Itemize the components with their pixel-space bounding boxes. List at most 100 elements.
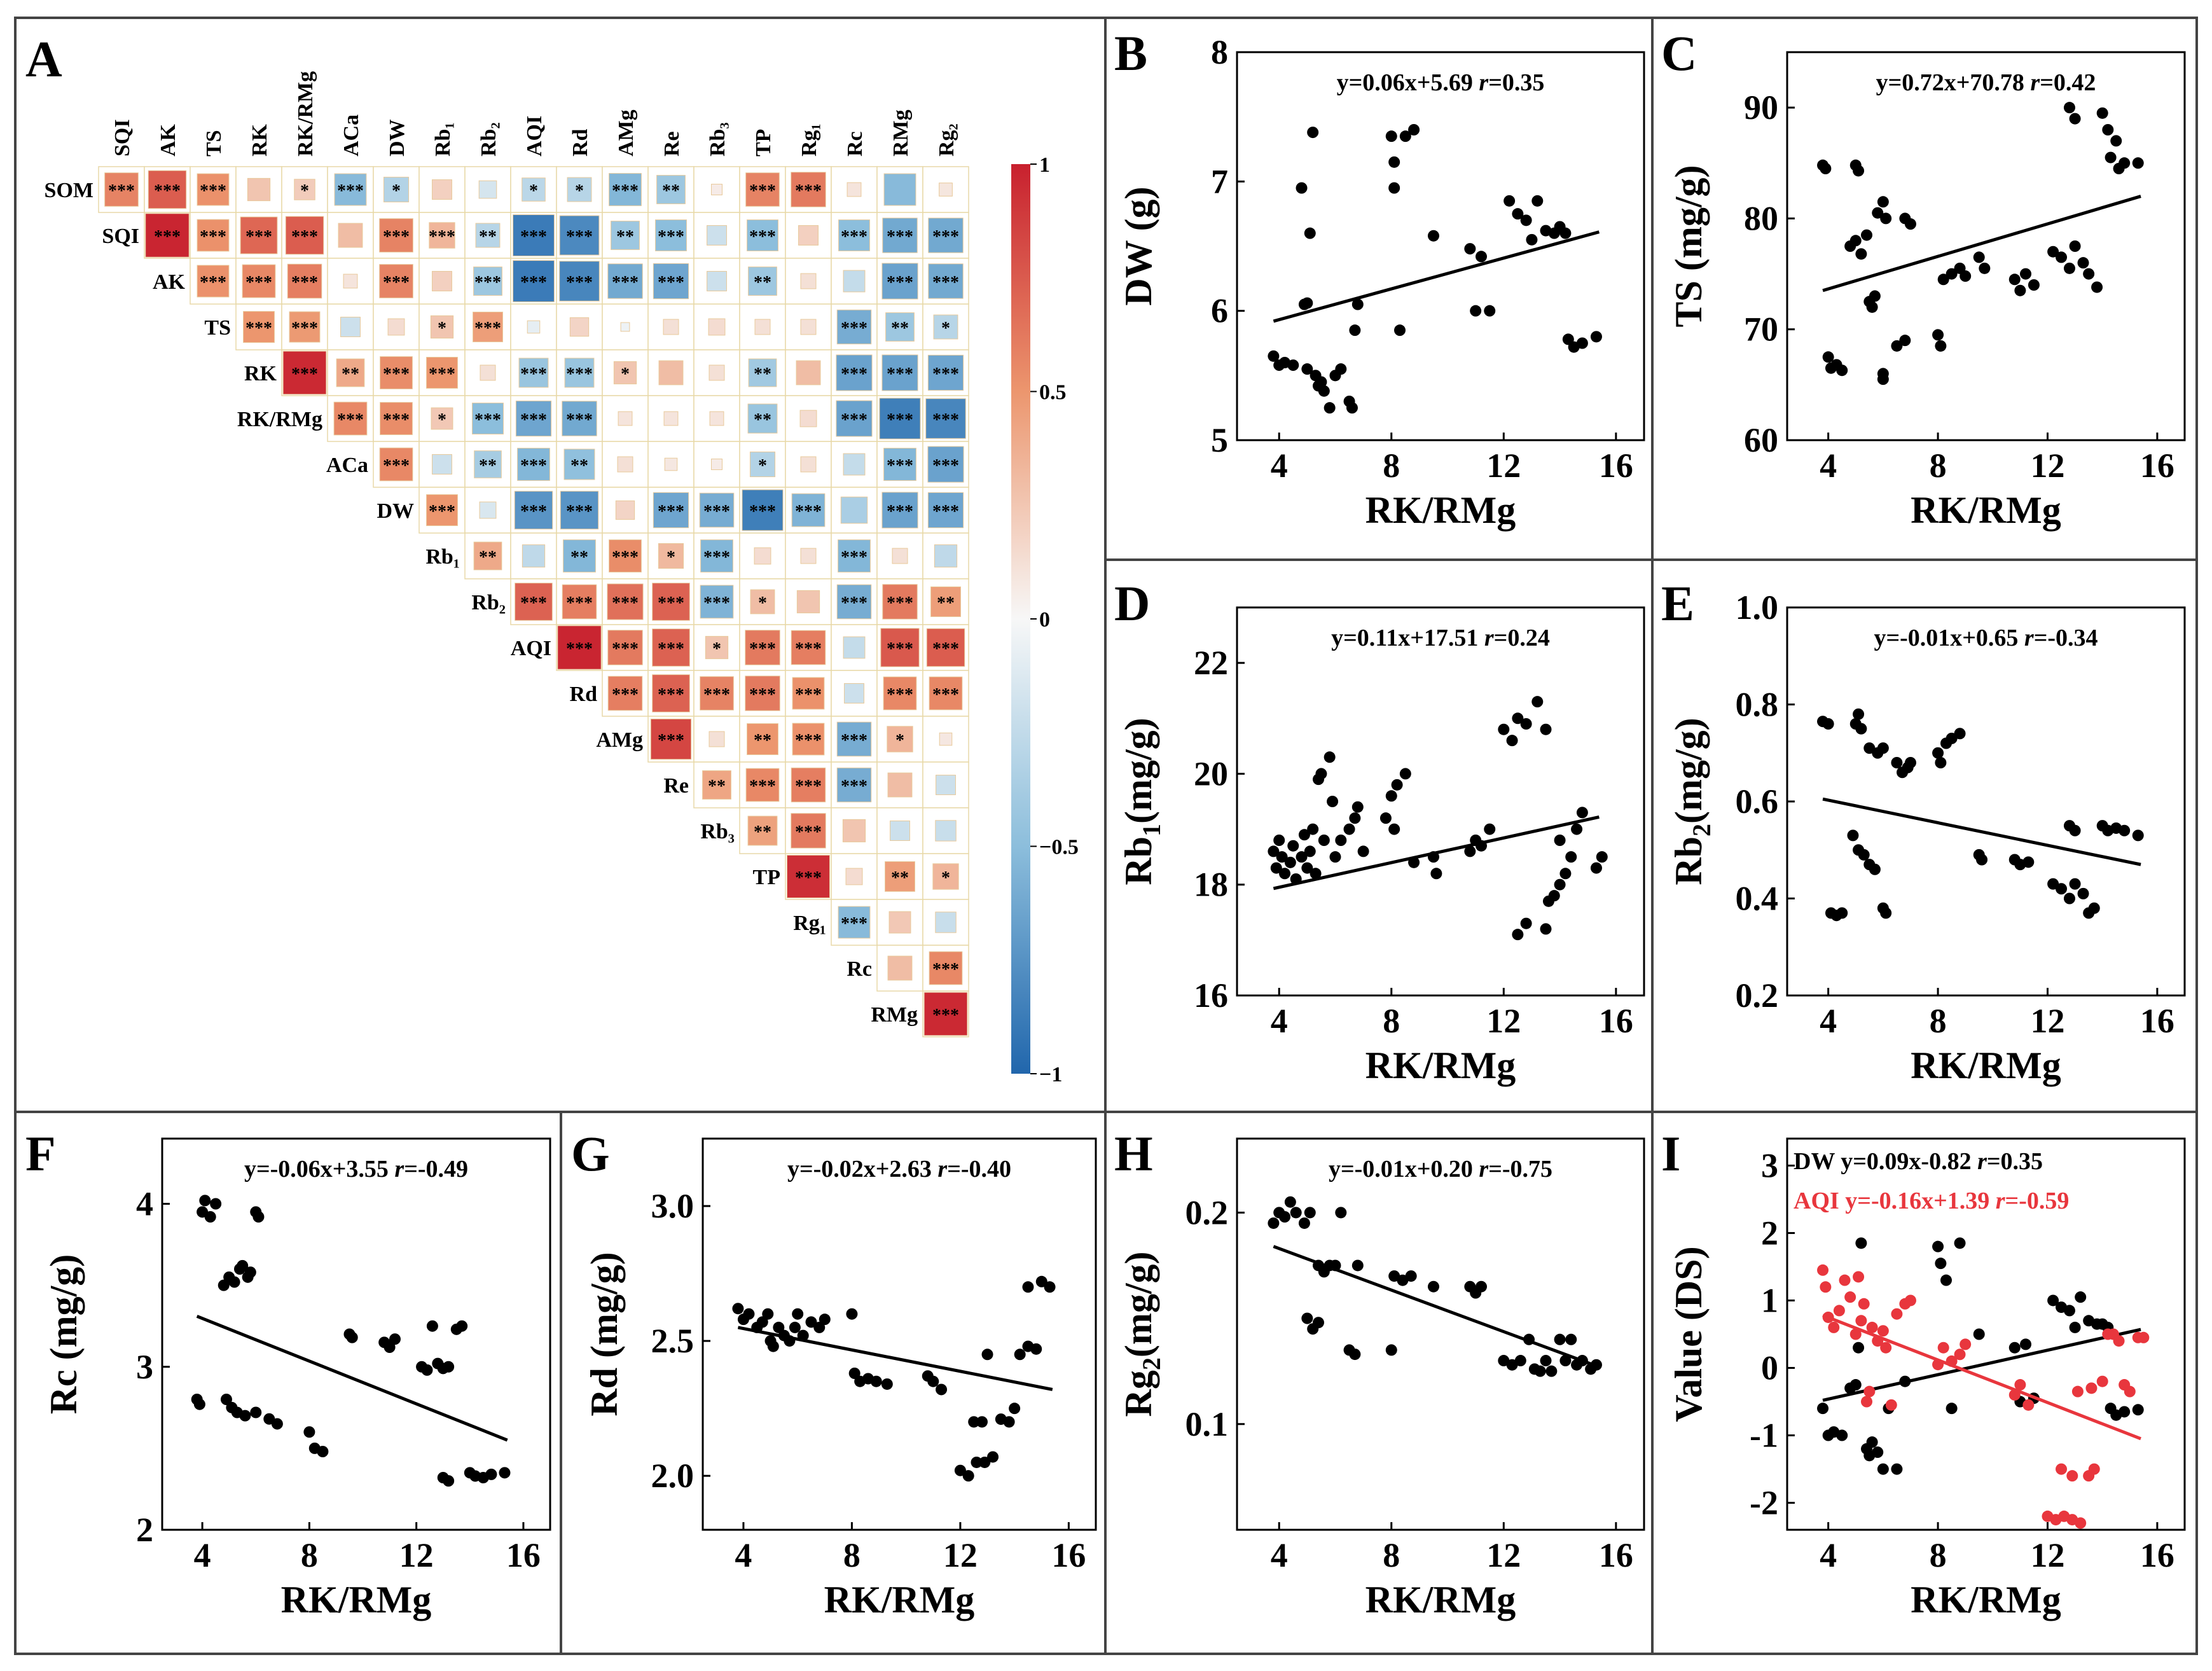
significance-label: *** <box>474 273 501 293</box>
data-point <box>1885 1399 1897 1411</box>
heatmap-cell <box>472 403 504 434</box>
data-point <box>1296 851 1308 863</box>
data-point <box>2132 157 2144 169</box>
significance-label: *** <box>887 273 913 293</box>
data-point <box>2056 251 2068 263</box>
significance-label: *** <box>703 548 730 567</box>
x-tick-label: 16 <box>2140 447 2174 485</box>
data-point <box>1861 1396 1872 1408</box>
heatmap-cell <box>711 184 722 195</box>
heatmap-cell <box>840 496 868 524</box>
x-tick-label: 16 <box>1599 1536 1633 1574</box>
heatmap-cell <box>475 223 501 248</box>
data-point <box>762 1308 774 1320</box>
significance-label: *** <box>200 227 226 247</box>
data-point <box>1866 1436 1878 1448</box>
x-tick-label: 4 <box>1820 447 1837 485</box>
significance-label: *** <box>658 639 684 659</box>
data-point <box>962 1470 974 1482</box>
heatmap-cell <box>656 175 686 204</box>
significance-label: ** <box>479 227 497 247</box>
y-tick-label: 0.4 <box>1736 880 1779 918</box>
heatmap-cell <box>569 317 590 337</box>
x-tick-label: 16 <box>2140 1002 2174 1040</box>
data-point <box>1301 297 1313 309</box>
data-point <box>976 1416 988 1428</box>
significance-label: *** <box>383 273 410 293</box>
data-point <box>1044 1281 1056 1293</box>
y-tick-label: 20 <box>1194 754 1228 793</box>
colorbar-tick-label: 0 <box>1039 608 1050 632</box>
data-point <box>1571 823 1583 835</box>
heatmap-cell <box>653 263 689 300</box>
data-point <box>2066 1470 2078 1482</box>
data-point <box>1822 718 1834 730</box>
x-tick-label: 12 <box>2030 447 2064 485</box>
heatmap-cell <box>479 501 497 519</box>
data-point <box>1540 723 1552 735</box>
y-tick-label: 3 <box>1761 1146 1778 1184</box>
data-point <box>1554 878 1566 891</box>
equation-text: y=-0.02x+2.63 <box>787 1156 937 1182</box>
significance-label: *** <box>841 731 868 751</box>
data-point <box>1506 735 1518 747</box>
row-label: Rb₂ <box>471 591 506 614</box>
y-axis-label-subscript: 1 <box>1137 824 1166 836</box>
significance-label: *** <box>612 639 639 659</box>
significance-label: *** <box>429 227 455 247</box>
heatmap-cell <box>652 628 690 667</box>
equation-text: y=0.06x+5.69 <box>1337 69 1479 96</box>
heatmap-cell <box>607 630 643 665</box>
heatmap-cell <box>932 863 959 890</box>
significance-label: * <box>392 181 401 201</box>
column-label: TP <box>752 129 775 156</box>
significance-label: *** <box>245 227 272 247</box>
data-point <box>1335 835 1347 846</box>
y-tick-label: 3.0 <box>651 1187 695 1225</box>
data-point <box>1853 1271 1865 1283</box>
significance-label: *** <box>887 410 913 430</box>
series-data <box>1817 102 2144 385</box>
heatmap-cell <box>747 403 778 434</box>
data-point <box>2138 1331 2150 1343</box>
heatmap-cell <box>432 271 452 291</box>
y-tick-label: 6 <box>1211 292 1228 330</box>
heatmap-cell <box>197 173 230 206</box>
heatmap-cell <box>745 630 780 665</box>
significance-label: *** <box>795 181 822 201</box>
data-point <box>1565 851 1577 863</box>
data-point <box>1343 823 1355 835</box>
panel-letter: F <box>25 1126 56 1181</box>
significance-label: *** <box>566 639 593 659</box>
data-point <box>2075 1517 2087 1529</box>
heatmap-cell <box>242 264 276 298</box>
panel-G-scatter: G 4 8 12 16 2.0 2.5 3.0 RK/RMg Rd (mg/g) y=-0.02x+… <box>571 1126 1097 1621</box>
panel-C-scatter: C 4 8 12 16 60 70 80 90 RK/RMg TS (mg/g) y=0.72x+70… <box>1661 25 2186 531</box>
heatmap-cell <box>432 179 452 200</box>
data-point <box>1531 195 1544 207</box>
data-point <box>2014 1379 2026 1391</box>
row-label: RMg <box>871 1003 918 1027</box>
heatmap-cell <box>791 813 826 849</box>
data-point <box>987 1451 999 1463</box>
significance-label: *** <box>841 319 868 338</box>
data-point <box>2105 151 2117 163</box>
data-point <box>2083 268 2095 280</box>
data-point <box>271 1418 283 1430</box>
r-value: =0.35 <box>1987 1148 2043 1175</box>
data-point <box>1960 270 1972 282</box>
data-point <box>317 1446 329 1457</box>
heatmap-cell <box>383 176 410 203</box>
heatmap-cell <box>882 584 918 620</box>
x-tick-label: 4 <box>1820 1002 1837 1040</box>
data-point <box>2063 892 2075 905</box>
equation-text: y=0.11x+17.51 <box>1331 625 1484 651</box>
data-point <box>1853 1342 1865 1354</box>
r-value: =-0.59 <box>2005 1188 2070 1214</box>
heatmap-cell <box>800 319 817 335</box>
legend-equation: AQI y=-0.16x+1.39 <box>1794 1188 1996 1214</box>
data-point <box>1932 747 1944 759</box>
panel-letter: C <box>1661 25 1697 81</box>
significance-label: *** <box>749 639 776 659</box>
data-point <box>1590 862 1602 874</box>
